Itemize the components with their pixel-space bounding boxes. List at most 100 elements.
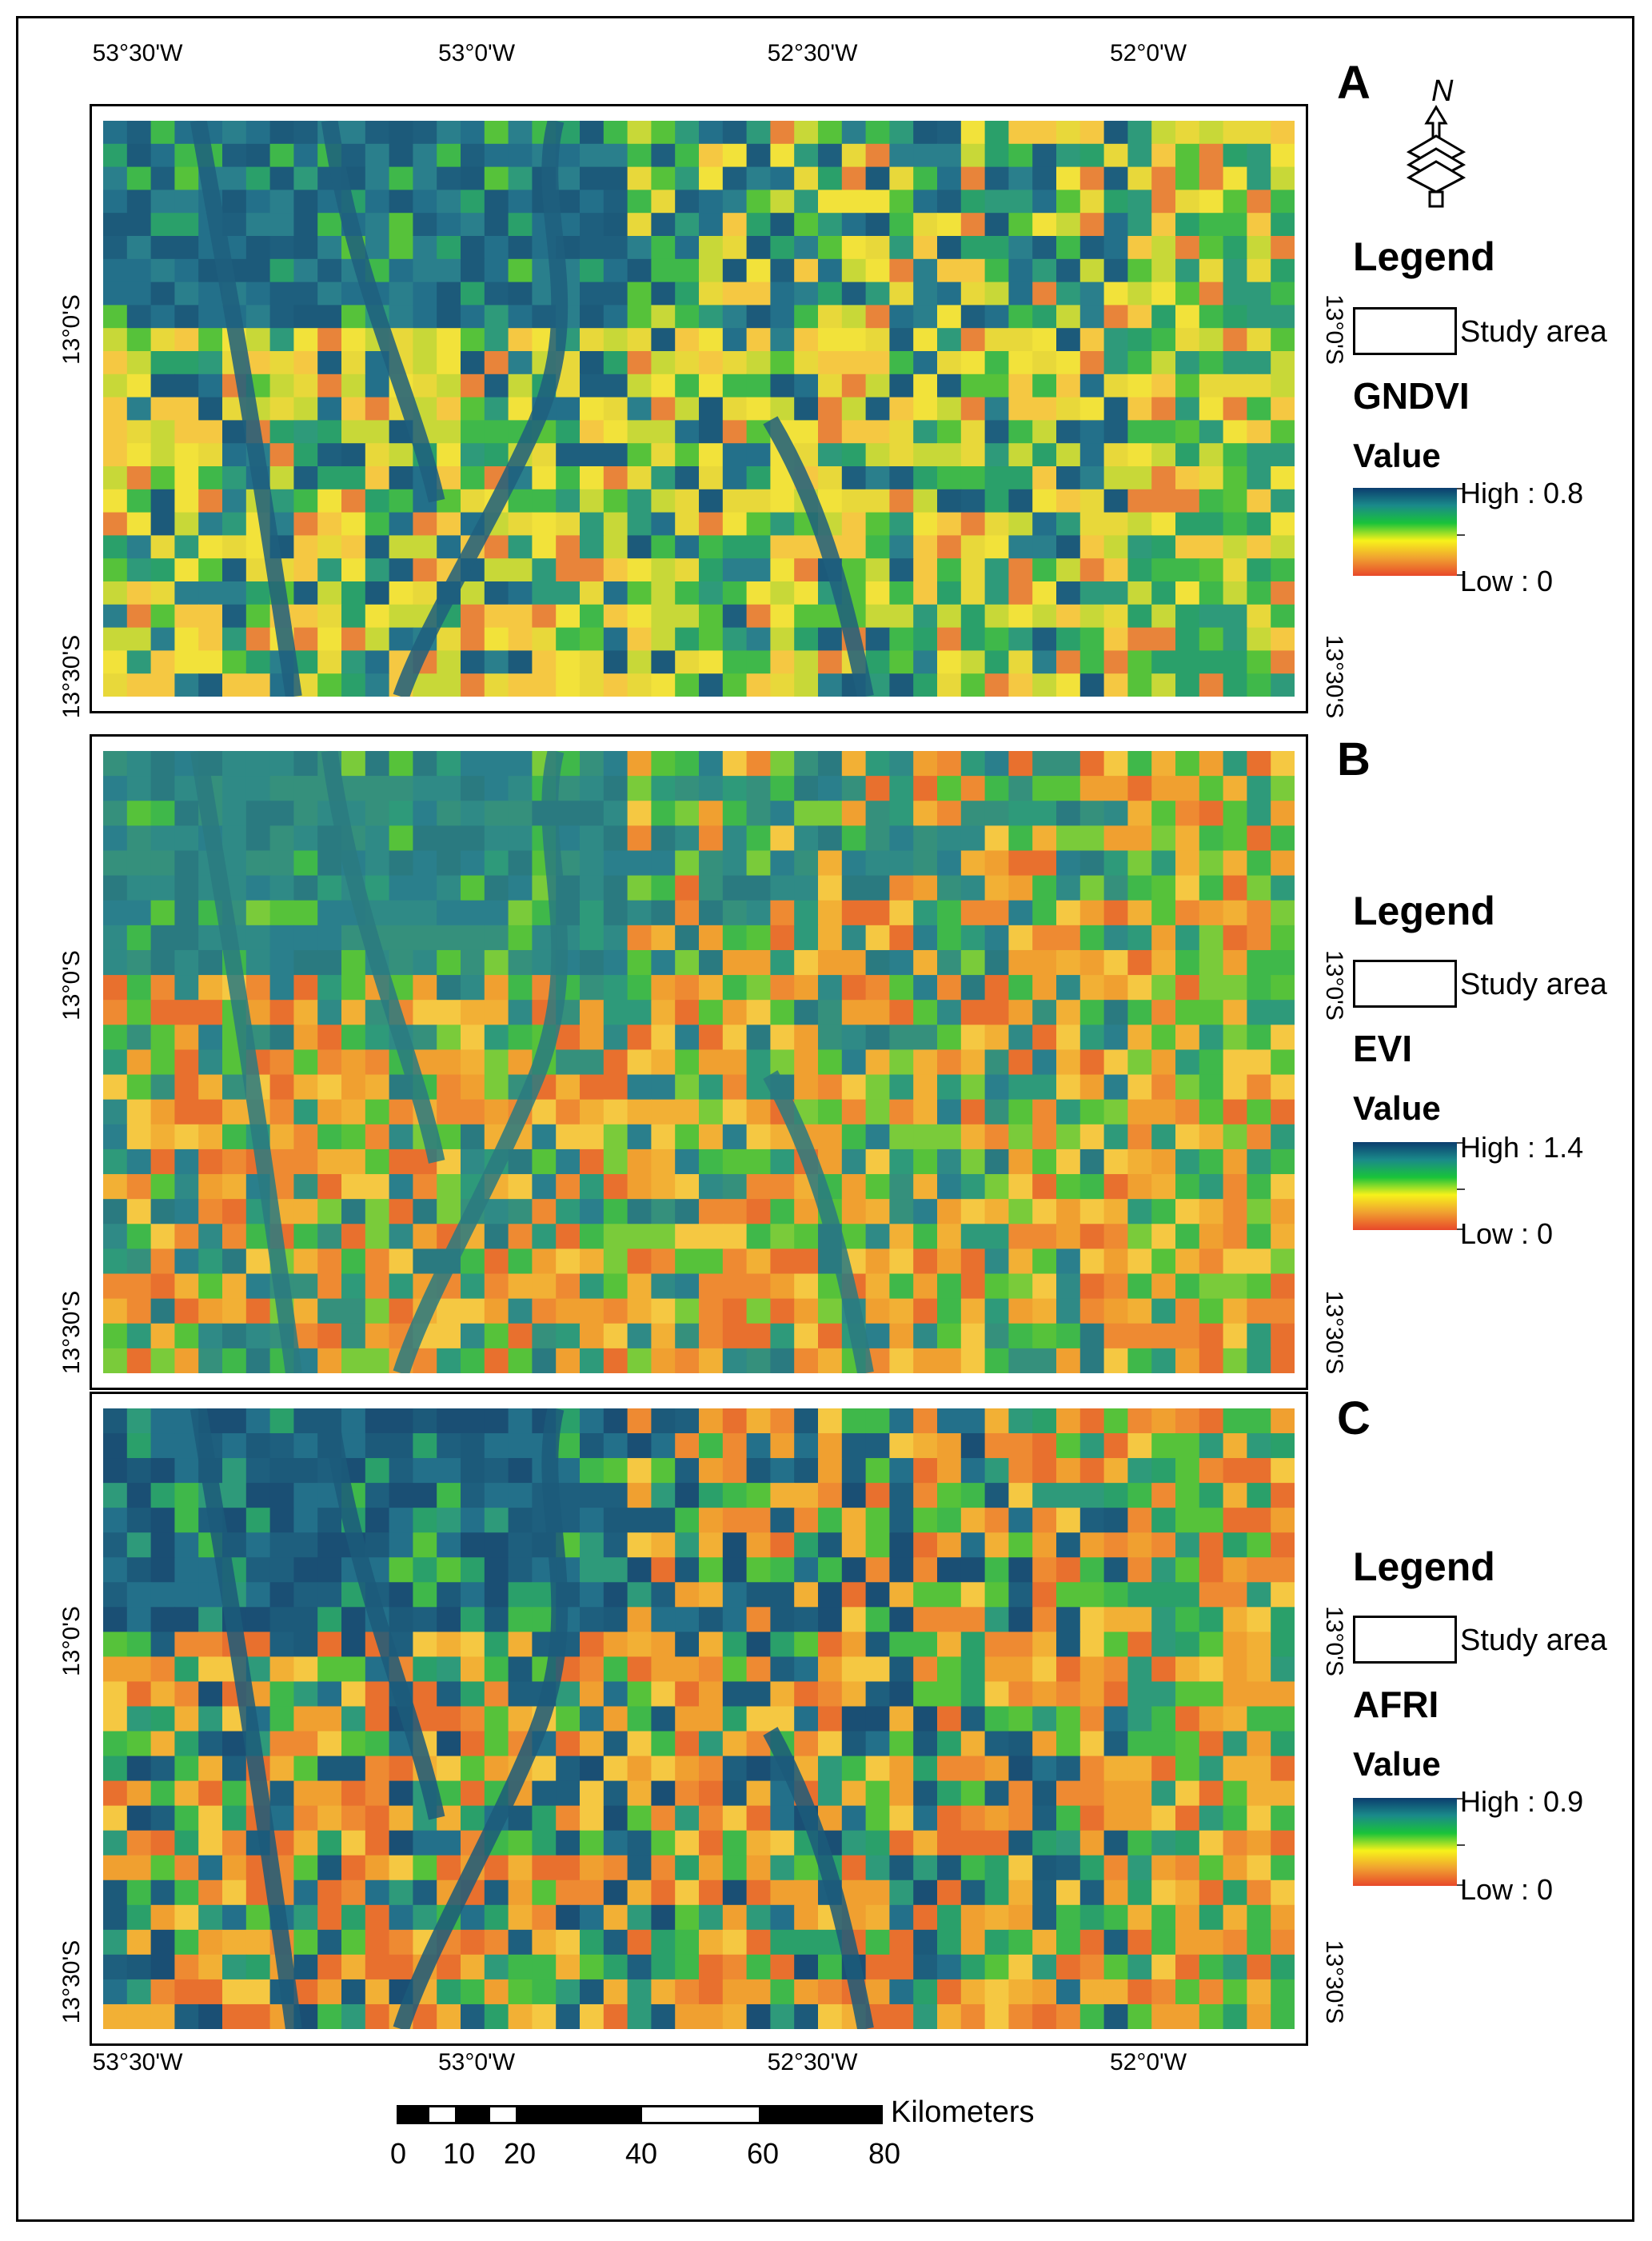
raster-cell: [413, 925, 437, 951]
raster-cell: [984, 1483, 1010, 1508]
raster-cell: [1199, 1830, 1224, 1856]
raster-cell: [627, 1532, 652, 1559]
raster-cell: [150, 581, 176, 605]
raster-cell: [794, 1607, 819, 1633]
raster-cell: [1223, 1174, 1248, 1200]
raster-cell: [198, 282, 223, 306]
raster-cell: [580, 604, 605, 629]
raster-cell: [174, 1483, 199, 1508]
raster-cell: [1008, 1323, 1033, 1349]
raster-cell: [722, 1979, 748, 2005]
raster-cell: [794, 1681, 819, 1708]
raster-cell: [1151, 489, 1176, 513]
raster-cell: [984, 1025, 1010, 1051]
raster-cell: [1247, 1756, 1271, 1782]
raster-cell: [484, 1248, 509, 1275]
raster-cell: [1151, 627, 1176, 652]
raster-cell: [484, 1607, 509, 1633]
raster-cell: [1247, 604, 1271, 629]
raster-cell: [198, 489, 223, 513]
raster-cell: [794, 581, 819, 605]
raster-cell: [389, 282, 414, 306]
raster-cell: [1056, 1904, 1081, 1931]
raster-cell: [222, 466, 247, 490]
raster-cell: [461, 1607, 485, 1633]
raster-cell: [389, 213, 414, 237]
raster-cell: [461, 751, 485, 777]
raster-cell: [245, 1248, 271, 1275]
raster-cell: [293, 1000, 318, 1026]
raster-cell: [461, 1756, 485, 1782]
raster-cell: [103, 1074, 128, 1101]
raster-cell: [651, 351, 676, 375]
raster-cell: [556, 776, 581, 802]
raster-cell: [1223, 1855, 1248, 1881]
raster-cell: [746, 1656, 772, 1683]
raster-cell: [556, 650, 581, 674]
raster-cell: [984, 1979, 1010, 2005]
raster-cell: [603, 1979, 628, 2005]
raster-cell: [1247, 282, 1271, 306]
raster-cell: [1247, 1731, 1271, 1757]
raster-cell: [1008, 1954, 1033, 1980]
raster-cell: [1151, 1433, 1176, 1459]
raster-cell: [413, 1199, 437, 1225]
raster-cell: [889, 1532, 914, 1559]
raster-cell: [1056, 1855, 1081, 1881]
raster-cell: [1271, 673, 1295, 697]
raster-cell: [722, 850, 748, 877]
raster-cell: [722, 1879, 748, 1906]
raster-cell: [746, 1706, 772, 1732]
raster-cell: [699, 1248, 724, 1275]
raster-cell: [841, 535, 867, 559]
raster-cell: [865, 1049, 891, 1076]
raster-cell: [1032, 143, 1057, 168]
raster-cell: [1103, 1174, 1129, 1200]
raster-cell: [675, 1074, 700, 1101]
raster-cell: [150, 1348, 176, 1373]
raster-cell: [222, 190, 247, 214]
raster-cell: [937, 166, 962, 191]
raster-cell: [1079, 975, 1105, 1001]
raster-cell: [126, 1408, 152, 1434]
raster-cell: [1223, 751, 1248, 777]
raster-cell: [1199, 1433, 1224, 1459]
raster-cell: [508, 1298, 533, 1324]
raster-cell: [675, 1607, 700, 1633]
raster-cell: [103, 1348, 128, 1373]
raster-cell: [126, 1199, 152, 1225]
raster-cell: [1032, 825, 1057, 852]
raster-cell: [198, 397, 223, 421]
raster-cell: [1103, 801, 1129, 827]
raster-cell: [1103, 351, 1129, 375]
raster-cell: [818, 673, 843, 697]
raster-cell: [508, 751, 533, 777]
raster-cell: [293, 1780, 318, 1807]
raster-cell: [126, 1458, 152, 1484]
raster-cell: [1199, 466, 1224, 490]
raster-cell: [484, 1756, 509, 1782]
raster-cell: [532, 466, 557, 490]
raster-cell: [508, 1224, 533, 1250]
raster-cell: [1056, 328, 1081, 352]
raster-cell: [1199, 1273, 1224, 1300]
raster-cell: [103, 1199, 128, 1225]
raster-cell: [1008, 121, 1033, 145]
river-corridor: [763, 416, 874, 697]
raster-cell: [245, 581, 271, 605]
raster-cell: [413, 949, 437, 976]
raster-cell: [1175, 1557, 1200, 1584]
raster-cell: [245, 1929, 271, 1955]
raster-cell: [603, 236, 628, 260]
raster-cell: [913, 143, 938, 168]
raster-cell: [794, 1199, 819, 1225]
lat-label-right: 13°0'S: [1321, 294, 1347, 365]
raster-cell: [317, 1830, 342, 1856]
raster-cell: [770, 1049, 795, 1076]
raster-cell: [1247, 535, 1271, 559]
raster-cell: [889, 1174, 914, 1200]
lat-label-left: 13°0'S: [58, 294, 85, 365]
raster-cell: [150, 420, 176, 444]
raster-cell: [413, 351, 437, 375]
raster-cell: [1151, 305, 1176, 329]
